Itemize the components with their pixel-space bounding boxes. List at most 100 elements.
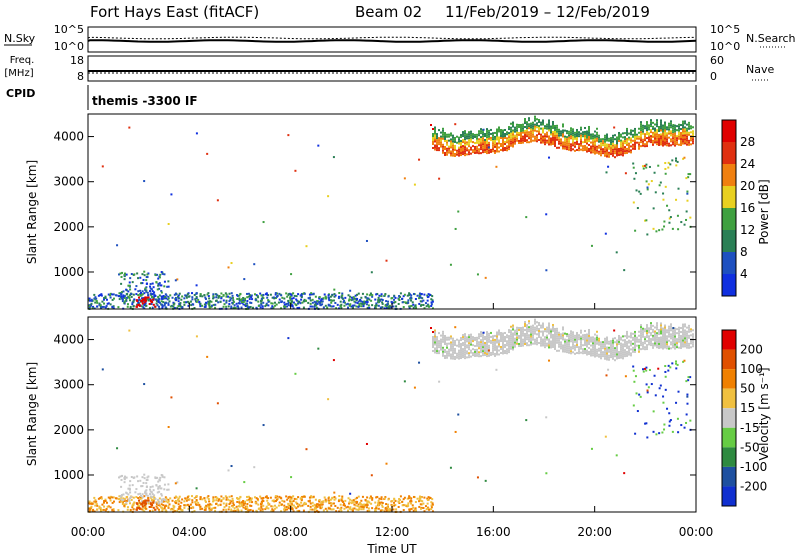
power-cell	[366, 301, 369, 304]
velocity-cell	[662, 335, 664, 338]
power-cell	[636, 141, 638, 144]
power-cell	[558, 140, 560, 143]
power-cell	[464, 132, 466, 135]
velocity-cell	[608, 358, 610, 361]
velocity-cell	[173, 496, 176, 499]
power-cell	[514, 142, 516, 145]
velocity-cell	[180, 501, 183, 504]
power-cell	[568, 130, 570, 133]
velocity-cell	[624, 341, 626, 344]
velocity-cell	[518, 336, 520, 339]
power-cell	[634, 133, 636, 136]
power-cell	[678, 123, 680, 126]
power-cell	[654, 133, 656, 136]
velocity-cell	[580, 335, 582, 338]
velocity-cell	[438, 332, 440, 335]
power-cell	[130, 272, 133, 275]
power-cell	[486, 130, 488, 133]
velocity-cell	[315, 504, 318, 507]
velocity-cell	[257, 499, 260, 502]
velocity-cell	[255, 497, 258, 500]
power-cell	[95, 297, 98, 300]
power-cell	[690, 125, 692, 128]
power-cell	[666, 134, 668, 137]
velocity-cell	[668, 347, 670, 350]
velocity-cell	[532, 332, 534, 335]
velocity-cell	[482, 336, 484, 339]
velocity-cell	[207, 505, 210, 508]
velocity-cell	[442, 354, 444, 357]
velocity-cell	[120, 498, 123, 501]
velocity-cell	[326, 509, 329, 512]
velocity-cell	[588, 338, 590, 341]
velocity-cell	[514, 331, 516, 334]
velocity-cell	[452, 339, 454, 342]
velocity-cell	[616, 343, 618, 346]
power-cell	[349, 303, 352, 306]
power-cell	[267, 299, 270, 302]
velocity-cell	[528, 334, 530, 337]
power-cell	[502, 141, 504, 144]
power-cell	[580, 136, 582, 139]
velocity-cell	[540, 330, 542, 333]
colorbar-swatch	[722, 466, 736, 487]
velocity-cell	[150, 503, 153, 506]
velocity-cell	[588, 346, 590, 349]
power-cell	[136, 304, 139, 307]
velocity-cell	[434, 329, 436, 332]
velocity-cell	[316, 503, 319, 506]
velocity-cell	[566, 345, 568, 348]
velocity-cell	[462, 334, 464, 337]
velocity-cell	[482, 340, 484, 343]
power-cell	[604, 134, 606, 137]
power-cell	[468, 151, 470, 154]
power-cell	[167, 285, 170, 288]
velocity-cell	[542, 324, 544, 327]
velocity-cell	[682, 337, 684, 340]
power-cell	[302, 300, 305, 303]
velocity-cell	[576, 335, 578, 338]
velocity-cell	[646, 324, 648, 327]
power-cell	[177, 297, 180, 300]
power-cell	[652, 131, 654, 134]
velocity-cell	[660, 344, 662, 347]
power-cell	[147, 272, 150, 275]
velocity-cell	[530, 343, 532, 346]
power-cell	[476, 149, 478, 152]
power-cell	[482, 135, 484, 138]
power-cell	[596, 127, 598, 130]
power-cell	[332, 305, 335, 308]
velocity-cell	[676, 344, 678, 347]
power-cell	[454, 140, 456, 143]
power-cell	[337, 295, 340, 298]
power-cell	[285, 292, 288, 295]
velocity-cell	[634, 350, 636, 353]
velocity-cell	[656, 344, 658, 347]
power-cell	[440, 145, 442, 148]
power-cell	[686, 129, 688, 132]
power-cell	[371, 304, 374, 307]
velocity-cell	[381, 505, 384, 508]
velocity-cell	[253, 496, 256, 499]
power-cell	[96, 301, 99, 304]
velocity-cell	[668, 420, 671, 423]
power-cell	[532, 125, 534, 128]
velocity-cell	[193, 496, 196, 499]
velocity-cell	[466, 352, 468, 355]
power-cell	[156, 288, 159, 291]
velocity-cell	[212, 500, 215, 503]
velocity-cell	[678, 328, 680, 331]
power-cell	[207, 302, 210, 305]
power-cell	[656, 141, 658, 144]
power-cell	[514, 136, 516, 139]
velocity-cell	[644, 338, 646, 341]
power-cell	[556, 132, 558, 135]
velocity-cell	[158, 504, 161, 507]
velocity-cell	[672, 340, 674, 343]
power-cell	[686, 199, 689, 202]
velocity-cell	[147, 502, 150, 505]
power-cell	[608, 139, 610, 142]
velocity-cell	[104, 500, 107, 503]
power-cell	[592, 145, 594, 148]
power-cell	[206, 293, 209, 296]
